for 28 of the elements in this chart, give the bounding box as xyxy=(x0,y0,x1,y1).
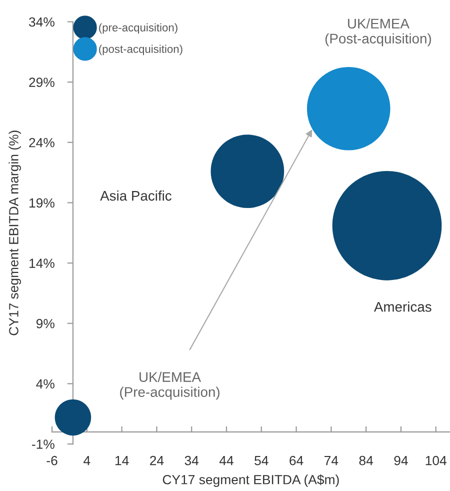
x-tick-label: 34 xyxy=(184,456,199,466)
y-tick-label: 34% xyxy=(28,17,54,27)
x-tick-label: 54 xyxy=(254,456,268,466)
annotation: UK/EMEA (Post-acquisition) xyxy=(325,18,432,46)
y-axis-title: CY17 segment EBITDA margin (%) xyxy=(8,130,21,336)
x-tick-label: 14 xyxy=(115,456,129,466)
x-axis-title: CY17 segment EBITDA (A$m) xyxy=(162,474,339,487)
annotation: UK/EMEA (Pre-acquisition) xyxy=(120,372,220,400)
x-tick-label: 74 xyxy=(324,456,338,466)
x-tick-label: -6 xyxy=(46,456,58,466)
x-tick-label: 94 xyxy=(394,456,408,466)
x-tick-label: 64 xyxy=(290,456,304,466)
x-tick-label: 84 xyxy=(359,456,374,466)
x-tick-label: 24 xyxy=(150,456,164,466)
y-tick-label: -1% xyxy=(32,440,54,449)
legend-label: (post-acquisition) xyxy=(99,44,182,56)
y-tick-label: 9% xyxy=(36,318,54,328)
y-tick-label: 4% xyxy=(36,379,54,389)
annotation: Asia Pacific xyxy=(100,190,172,201)
x-tick-label: 104 xyxy=(426,456,446,466)
y-tick-label: 19% xyxy=(30,198,54,208)
y-tick-label: 14% xyxy=(30,258,54,268)
x-tick-label: 4 xyxy=(84,456,90,466)
legend-label: (pre-acquisition) xyxy=(99,23,178,34)
y-tick-label: 29% xyxy=(29,78,54,87)
y-tick-label: 24% xyxy=(29,138,54,148)
annotation: Americas xyxy=(374,302,432,312)
x-tick-label: 44 xyxy=(219,456,234,466)
